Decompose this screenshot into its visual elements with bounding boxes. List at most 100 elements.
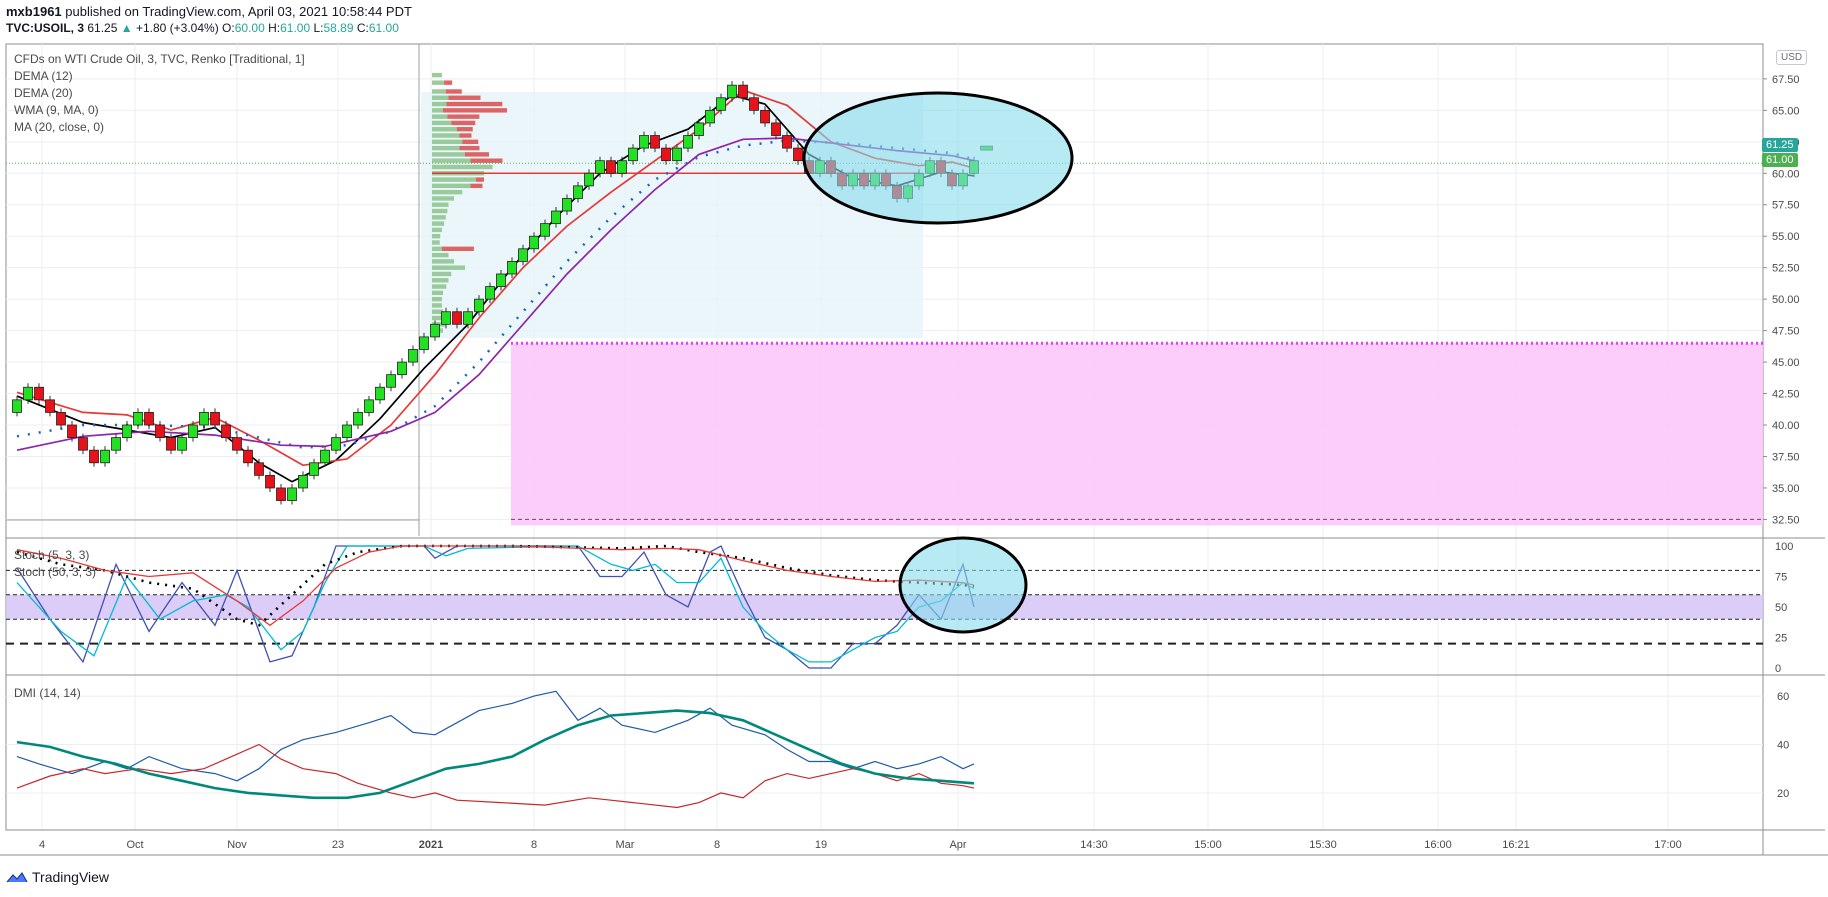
stoch-line bbox=[16, 545, 975, 627]
indicator-wma-9[interactable]: WMA (9, MA, 0) bbox=[14, 103, 99, 117]
symbol-ohlc: TVC:USOIL, 3 61.25 ▲ +1.80 (+3.04%) O:60… bbox=[6, 21, 399, 35]
indicator-dmi[interactable]: DMI (14, 14) bbox=[14, 686, 81, 700]
dmi-line bbox=[16, 743, 975, 809]
stoch-y-tick-label: 75 bbox=[1775, 572, 1787, 584]
renko-brick-up bbox=[23, 386, 33, 401]
x-tick-label: 17:00 bbox=[1654, 839, 1682, 851]
renko-brick-up bbox=[122, 424, 132, 439]
main-pane-legend: CFDs on WTI Crude Oil, 3, TVC, Renko [Tr… bbox=[14, 51, 305, 136]
close-value: 61.00 bbox=[368, 21, 399, 35]
renko-brick-up bbox=[320, 449, 330, 464]
footer-brand[interactable]: TradingView bbox=[6, 869, 109, 885]
volume-profile-up-bar bbox=[432, 259, 454, 264]
volume-profile-down-bar bbox=[448, 95, 481, 100]
y-tick-label: 40.00 bbox=[1772, 420, 1800, 432]
renko-brick-down bbox=[56, 412, 66, 426]
currency-badge[interactable]: USD bbox=[1776, 50, 1808, 65]
volume-profile-up-bar bbox=[432, 315, 445, 321]
renko-brick-up bbox=[12, 399, 22, 413]
volume-profile-up-bar bbox=[432, 127, 457, 132]
renko-brick-down bbox=[760, 109, 770, 124]
volume-profile-up-bar bbox=[432, 202, 449, 207]
volume-profile-up-bar bbox=[432, 196, 454, 201]
volume-profile-up-bar bbox=[432, 145, 460, 151]
renko-brick-down bbox=[650, 135, 660, 149]
renko-brick-up bbox=[397, 361, 407, 376]
x-tick-label: 4 bbox=[39, 839, 45, 851]
close-price-tag: 61.00 bbox=[1762, 153, 1798, 167]
volume-profile-up-bar bbox=[432, 89, 446, 94]
dmi-y-tick-label: 60 bbox=[1777, 691, 1789, 703]
low-value: 58.89 bbox=[323, 21, 354, 35]
y-tick-label: 32.50 bbox=[1772, 514, 1800, 526]
renko-brick-up bbox=[111, 437, 121, 451]
up-arrow-icon: ▲ bbox=[120, 21, 133, 35]
renko-brick-down bbox=[89, 449, 99, 464]
x-tick-label: 15:30 bbox=[1309, 839, 1337, 851]
y-tick-label: 57.50 bbox=[1772, 200, 1800, 212]
tradingview-logo-icon bbox=[6, 871, 28, 883]
renko-brick-up bbox=[595, 160, 605, 174]
y-tick-label: 35.00 bbox=[1772, 483, 1800, 495]
symbol-label: TVC:USOIL, 3 bbox=[6, 21, 85, 35]
x-tick-label: 15:00 bbox=[1194, 839, 1222, 851]
x-tick-label: 8 bbox=[531, 839, 537, 851]
renko-brick-up bbox=[683, 135, 693, 149]
renko-brick-down bbox=[782, 135, 792, 149]
x-tick-label: Oct bbox=[126, 839, 143, 851]
indicator-stoch-5[interactable]: Stoch (5, 3, 3) bbox=[14, 548, 90, 562]
main-chart-title[interactable]: CFDs on WTI Crude Oil, 3, TVC, Renko [Tr… bbox=[14, 52, 305, 66]
renko-brick-up bbox=[705, 109, 715, 124]
support-zone bbox=[511, 343, 1763, 526]
renko-brick-down bbox=[67, 424, 77, 439]
volume-profile-down-bar bbox=[459, 133, 472, 138]
volume-profile-up-bar bbox=[432, 108, 443, 113]
renko-brick-up bbox=[353, 412, 363, 426]
renko-brick-down bbox=[45, 399, 55, 413]
volume-profile-down-bar bbox=[451, 120, 476, 126]
renko-brick-down bbox=[661, 147, 671, 162]
renko-brick-up bbox=[430, 323, 440, 338]
renko-brick-up bbox=[408, 349, 418, 363]
volume-profile-down-bar bbox=[446, 101, 503, 107]
volume-profile-up-bar bbox=[432, 309, 443, 314]
x-tick-label: Nov bbox=[227, 839, 247, 851]
change-value: +1.80 (+3.04%) bbox=[135, 21, 219, 35]
y-tick-label: 60.00 bbox=[1772, 168, 1800, 180]
renko-brick-down bbox=[78, 437, 88, 451]
renko-brick-down bbox=[221, 424, 231, 439]
renko-brick-up bbox=[474, 298, 484, 313]
indicator-dema-12[interactable]: DEMA (12) bbox=[14, 69, 73, 83]
volume-profile-up-bar bbox=[432, 234, 441, 239]
indicator-ma-20[interactable]: MA (20, close, 0) bbox=[14, 120, 105, 134]
indicator-stoch-50[interactable]: Stoch (50, 3, 3) bbox=[14, 565, 97, 579]
renko-brick-down bbox=[606, 160, 616, 174]
y-tick-label: 47.50 bbox=[1772, 326, 1800, 338]
volume-profile-up-bar bbox=[432, 72, 442, 78]
stoch-y-tick-label: 0 bbox=[1775, 663, 1781, 675]
volume-profile-down-bar bbox=[444, 80, 453, 85]
renko-brick-up bbox=[375, 386, 385, 401]
renko-brick-down bbox=[144, 412, 154, 426]
y-tick-label: 67.50 bbox=[1772, 74, 1800, 86]
renko-brick-up bbox=[562, 198, 572, 212]
volume-profile-up-bar bbox=[432, 164, 493, 170]
renko-brick-up bbox=[584, 172, 594, 187]
renko-brick-down bbox=[254, 462, 264, 476]
author-name[interactable]: mxb1961 bbox=[6, 4, 62, 19]
volume-profile-down-bar bbox=[465, 152, 489, 157]
renko-brick-up bbox=[617, 160, 627, 174]
renko-brick-up bbox=[551, 210, 561, 225]
last-price: 61.25 bbox=[87, 21, 118, 35]
indicator-dema-20[interactable]: DEMA (20) bbox=[14, 86, 73, 100]
renko-brick-up bbox=[419, 336, 429, 350]
renko-brick-down bbox=[166, 437, 176, 451]
stoch-highlight-ellipse bbox=[898, 536, 1028, 634]
renko-brick-up bbox=[364, 399, 374, 413]
x-tick-label: 23 bbox=[332, 839, 344, 851]
x-tick-label: 16:21 bbox=[1502, 839, 1530, 851]
renko-brick-down bbox=[265, 474, 275, 489]
volume-profile-up-bar bbox=[432, 101, 447, 107]
stoch-y-tick-label: 25 bbox=[1775, 633, 1787, 645]
